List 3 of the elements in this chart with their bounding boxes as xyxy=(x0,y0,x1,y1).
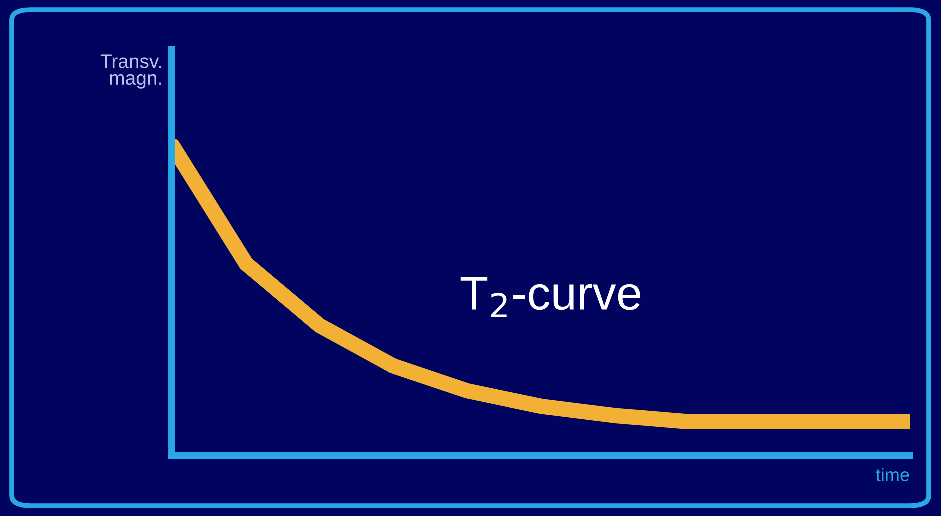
x-axis-title: time xyxy=(876,468,910,482)
y-axis-title: Transv. magn. xyxy=(100,54,162,89)
annotation: T$_{2}$-curve xyxy=(460,277,641,318)
